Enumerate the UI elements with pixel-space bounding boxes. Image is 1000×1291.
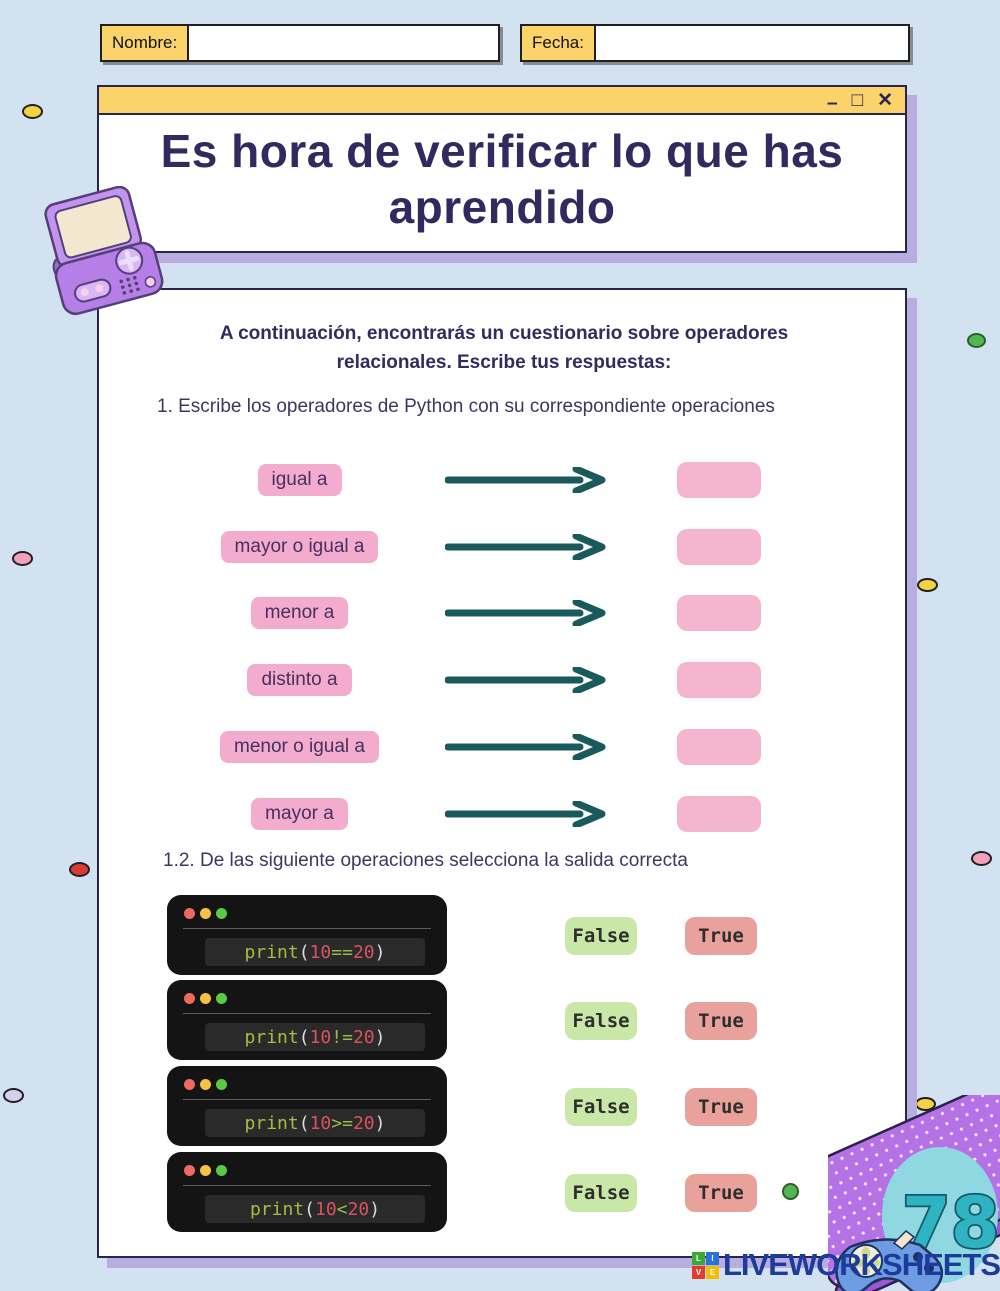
answer-box[interactable] xyxy=(677,595,761,631)
date-label: Fecha: xyxy=(522,26,596,60)
page-title: Es hora de verificar lo que has aprendid… xyxy=(160,125,844,233)
match-row: distinto a xyxy=(157,659,857,701)
answer-box[interactable] xyxy=(677,796,761,832)
minimize-icon[interactable]: – xyxy=(827,92,838,114)
code-terminal: print(10 == 20) xyxy=(167,895,447,975)
operator-term: igual a xyxy=(257,464,342,496)
date-input[interactable] xyxy=(595,26,908,60)
liveworksheets-logo: L I V E LIVEWORKSHEETS xyxy=(692,1247,1000,1283)
match-row: menor a xyxy=(157,592,857,634)
arrow-icon xyxy=(445,667,606,693)
true-option[interactable]: True xyxy=(685,1174,757,1212)
answer-box[interactable] xyxy=(677,462,761,498)
name-input[interactable] xyxy=(189,26,498,60)
code-terminal: print(10 <20) xyxy=(167,1152,447,1232)
close-icon[interactable]: ✕ xyxy=(877,89,893,111)
arrow-icon xyxy=(445,467,606,493)
yellow-dot-decoration xyxy=(915,1097,936,1111)
pink-dot-decoration xyxy=(12,551,33,566)
pink-dot-decoration xyxy=(971,851,992,866)
false-option[interactable]: False xyxy=(565,1088,637,1126)
arrow-icon xyxy=(445,734,606,760)
code-terminal: print(10 >= 20) xyxy=(167,1066,447,1146)
true-option[interactable]: True xyxy=(685,1002,757,1040)
question2-label: 1.2. De las siguiente operaciones selecc… xyxy=(163,850,688,871)
operator-term: menor a xyxy=(250,597,349,629)
answer-box[interactable] xyxy=(677,662,761,698)
name-field-group: Nombre: xyxy=(100,24,500,62)
traffic-lights-icon xyxy=(184,1079,227,1090)
code-terminal: print(10 != 20) xyxy=(167,980,447,1060)
match-row: menor o igual a xyxy=(157,726,857,768)
name-label: Nombre: xyxy=(102,26,190,60)
yellow-dot-decoration xyxy=(917,578,938,592)
match-row: igual a xyxy=(157,459,857,501)
green-dot-decoration xyxy=(782,1183,799,1200)
liveworksheets-logo-icon: L I V E xyxy=(692,1251,719,1279)
answer-box[interactable] xyxy=(677,729,761,765)
traffic-lights-icon xyxy=(184,993,227,1004)
code-snippet: print(10 != 20) xyxy=(205,1023,425,1051)
yellow-dot-decoration xyxy=(22,104,43,119)
false-option[interactable]: False xyxy=(565,1174,637,1212)
title-window: – □ ✕ Es hora de verificar lo que has ap… xyxy=(97,85,907,253)
arrow-icon xyxy=(445,801,606,827)
red-dot-decoration xyxy=(69,862,90,877)
traffic-lights-icon xyxy=(184,1165,227,1176)
operator-term: mayor o igual a xyxy=(220,531,379,563)
operator-term: mayor a xyxy=(251,798,348,830)
green-dot-decoration xyxy=(967,333,986,348)
brand-name: LIVEWORKSHEETS xyxy=(723,1247,1000,1282)
operator-term: menor o igual a xyxy=(220,731,379,763)
traffic-lights-icon xyxy=(184,908,227,919)
code-snippet: print(10 >= 20) xyxy=(205,1109,425,1137)
intro-text: A continuación, encontrarás un cuestiona… xyxy=(219,323,789,373)
answer-box[interactable] xyxy=(677,529,761,565)
arrow-icon xyxy=(445,600,606,626)
true-option[interactable]: True xyxy=(685,917,757,955)
match-row: mayor a xyxy=(157,793,857,835)
code-snippet: print(10 <20) xyxy=(205,1195,425,1223)
true-option[interactable]: True xyxy=(685,1088,757,1126)
match-row: mayor o igual a xyxy=(157,526,857,568)
arrow-icon xyxy=(445,534,606,560)
date-field-group: Fecha: xyxy=(520,24,910,62)
false-option[interactable]: False xyxy=(565,917,637,955)
question1-label: 1. Escribe los operadores de Python con … xyxy=(157,396,775,417)
laptop-controller-illustration: 78 xyxy=(828,1095,1000,1291)
operator-term: distinto a xyxy=(247,664,352,696)
lavender-dot-decoration xyxy=(3,1088,24,1103)
false-option[interactable]: False xyxy=(565,1002,637,1040)
maximize-icon[interactable]: □ xyxy=(851,89,864,111)
window-titlebar: – □ ✕ xyxy=(99,87,905,115)
handheld-console-illustration xyxy=(44,186,164,316)
code-snippet: print(10 == 20) xyxy=(205,938,425,966)
worksheet-card: A continuación, encontrarás un cuestiona… xyxy=(97,288,907,1258)
